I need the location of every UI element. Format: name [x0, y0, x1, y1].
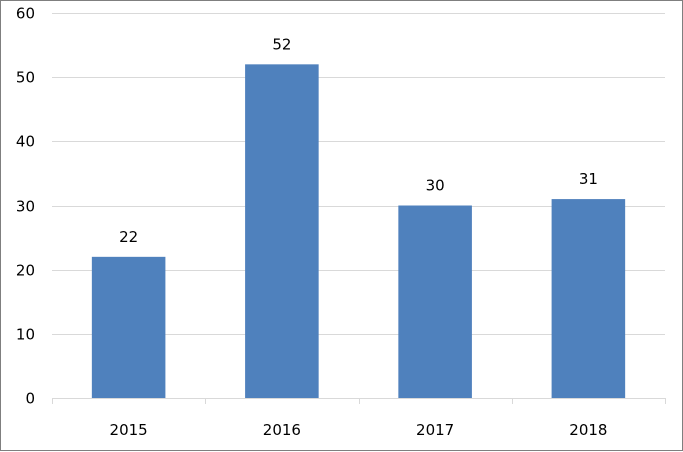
x-tick-label: 2015: [110, 421, 148, 439]
x-tick-label: 2017: [416, 421, 454, 439]
y-tick-label: 20: [16, 262, 35, 280]
y-axis-tick-labels: 0 10 20 30 40 50 60: [16, 5, 35, 408]
data-label: 31: [579, 170, 598, 188]
bar-2016: [245, 64, 319, 399]
x-tick-label: 2018: [569, 421, 607, 439]
bar-2015: [91, 256, 166, 398]
y-tick-label: 0: [25, 390, 35, 408]
bar-2017: [398, 205, 472, 398]
y-tick-label: 40: [16, 133, 35, 151]
y-tick-label: 10: [16, 326, 35, 344]
data-labels: 22 52 30 31: [119, 35, 598, 246]
data-label: 22: [119, 228, 138, 246]
x-tick-label: 2016: [263, 421, 301, 439]
x-axis-tick-labels: 2015 2016 2017 2018: [110, 421, 608, 439]
y-tick-label: 60: [16, 5, 35, 23]
bar-2018: [551, 199, 626, 398]
axes: [52, 398, 666, 404]
bars: [91, 64, 626, 399]
data-label: 30: [426, 177, 445, 195]
y-tick-label: 30: [16, 198, 35, 216]
data-label: 52: [272, 35, 291, 53]
y-tick-label: 50: [16, 69, 35, 87]
